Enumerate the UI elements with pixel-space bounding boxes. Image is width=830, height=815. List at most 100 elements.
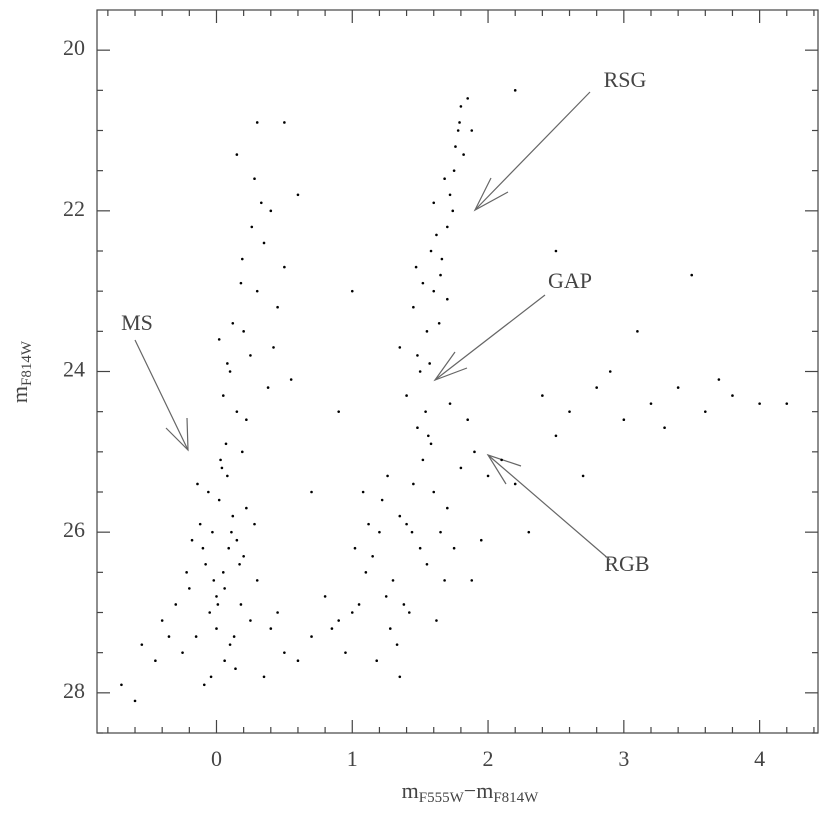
- point: [272, 346, 275, 349]
- point: [435, 619, 438, 622]
- point: [398, 346, 402, 349]
- point: [428, 362, 431, 365]
- point: [437, 322, 441, 325]
- point: [446, 506, 449, 510]
- point: [371, 554, 374, 558]
- point: [375, 659, 379, 662]
- x-tick-label: 3: [618, 746, 629, 771]
- point: [250, 225, 254, 229]
- point: [344, 651, 347, 654]
- point: [283, 651, 286, 654]
- point: [704, 410, 707, 413]
- point: [160, 619, 164, 622]
- point: [174, 603, 178, 606]
- point: [758, 402, 761, 405]
- point: [353, 546, 357, 550]
- point: [219, 458, 222, 462]
- point: [330, 627, 334, 630]
- point: [221, 571, 225, 574]
- point: [513, 89, 517, 92]
- point: [785, 402, 789, 405]
- point: [204, 563, 207, 566]
- annotation: RGB: [604, 551, 649, 576]
- point: [310, 635, 313, 638]
- point: [425, 563, 429, 566]
- point: [266, 386, 270, 389]
- point: [201, 546, 205, 550]
- point: [239, 603, 243, 606]
- point: [255, 289, 259, 293]
- point: [239, 281, 243, 285]
- annotation: GAP: [548, 268, 592, 293]
- point: [443, 579, 446, 582]
- point: [235, 410, 239, 413]
- point: [568, 410, 571, 413]
- point: [228, 643, 232, 646]
- point: [227, 546, 231, 550]
- point: [595, 386, 598, 389]
- point: [427, 434, 430, 438]
- point: [224, 442, 228, 446]
- point: [323, 595, 327, 598]
- arrow: [474, 91, 591, 211]
- point: [405, 522, 408, 526]
- point: [140, 643, 144, 646]
- x-tick-label: 4: [754, 746, 765, 771]
- point: [391, 579, 395, 582]
- point: [395, 643, 399, 646]
- point: [384, 595, 388, 598]
- y-tick-label: 26: [63, 517, 85, 542]
- point: [412, 305, 415, 309]
- point: [448, 193, 452, 197]
- point: [217, 338, 221, 341]
- point: [421, 281, 425, 285]
- point: [500, 458, 503, 462]
- point: [226, 474, 229, 478]
- point: [622, 418, 626, 422]
- point: [386, 474, 389, 478]
- point: [269, 209, 273, 213]
- point: [226, 362, 229, 365]
- point: [259, 201, 263, 205]
- point: [663, 426, 666, 430]
- point: [454, 145, 457, 148]
- y-tick-label: 28: [63, 678, 85, 703]
- point: [283, 121, 286, 124]
- point: [185, 571, 188, 574]
- point: [676, 386, 680, 389]
- point: [412, 482, 415, 486]
- point: [194, 635, 198, 638]
- point: [242, 554, 245, 558]
- point: [190, 538, 194, 542]
- point: [429, 442, 433, 446]
- point: [249, 619, 252, 622]
- point: [418, 546, 422, 550]
- point: [380, 498, 384, 502]
- point: [283, 265, 286, 269]
- point: [255, 121, 259, 124]
- point: [337, 619, 340, 622]
- point: [439, 273, 442, 277]
- point: [235, 538, 239, 542]
- point: [378, 530, 381, 534]
- x-tick-label: 1: [347, 746, 358, 771]
- y-tick-label: 24: [63, 357, 85, 382]
- point: [608, 370, 612, 373]
- y-tick-label: 20: [63, 35, 85, 60]
- point: [245, 506, 248, 510]
- point: [262, 241, 266, 245]
- point: [120, 683, 123, 687]
- point: [731, 394, 734, 397]
- arrows: [134, 91, 611, 561]
- point: [262, 675, 266, 679]
- point: [220, 466, 224, 470]
- point: [228, 370, 232, 373]
- arrow-head: [165, 417, 189, 452]
- point: [276, 305, 279, 309]
- point: [466, 97, 469, 100]
- point: [424, 410, 427, 413]
- point: [446, 225, 449, 229]
- point: [249, 354, 252, 357]
- point: [337, 410, 340, 413]
